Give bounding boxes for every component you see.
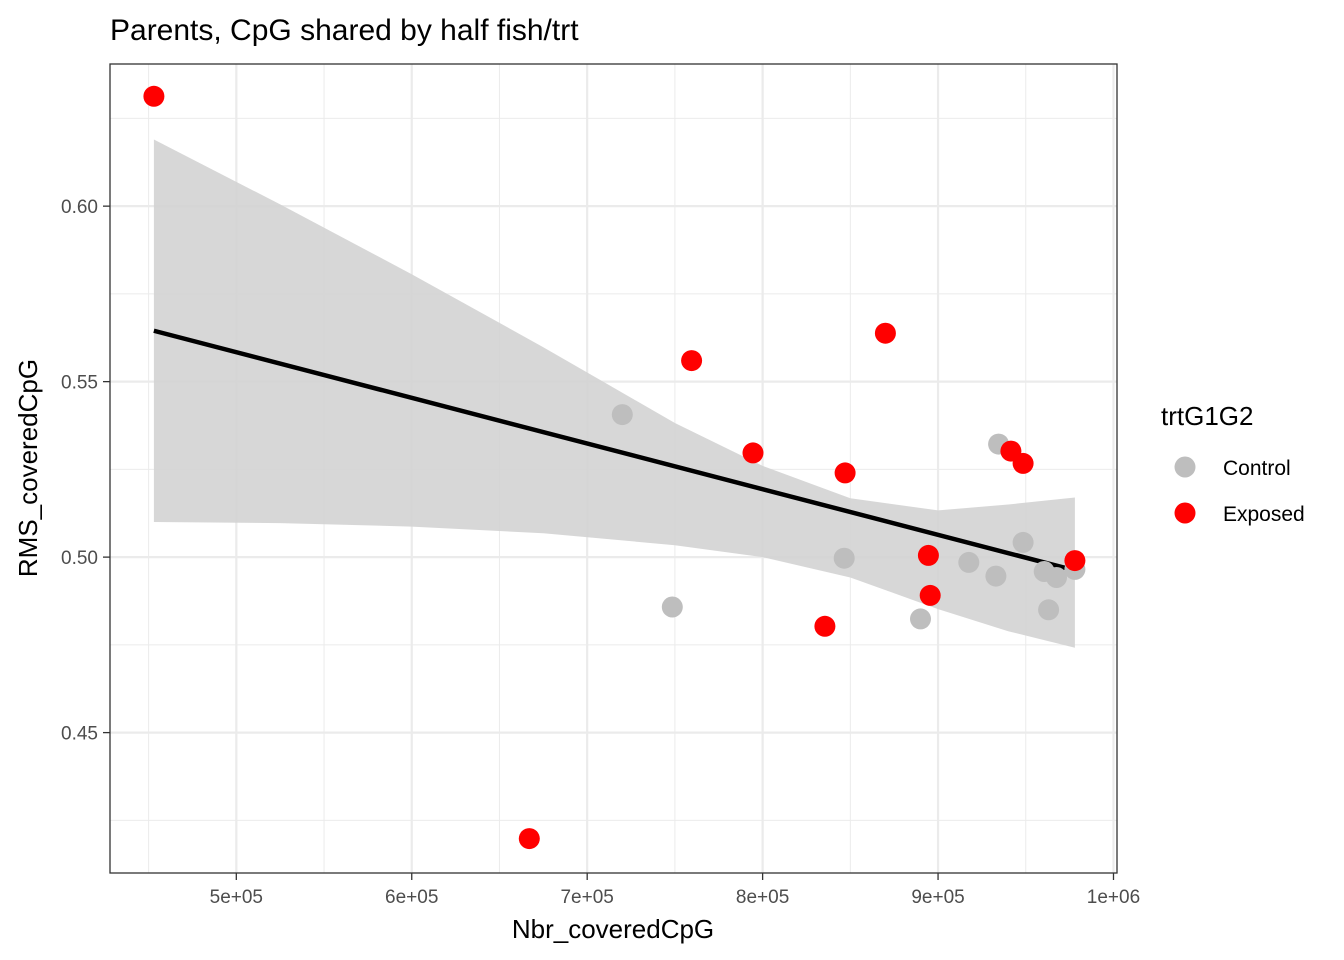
regression-line xyxy=(153,328,1076,573)
x-tick-label: 1e+06 xyxy=(1087,887,1140,908)
data-point-control xyxy=(833,547,855,569)
x-axis-title: Nbr_coveredCpG xyxy=(512,914,714,944)
plot-border xyxy=(109,63,1118,874)
y-tick-label: 0.45 xyxy=(61,724,98,745)
x-tick-label: 7e+05 xyxy=(560,887,613,908)
data-point-exposed xyxy=(143,85,165,107)
legend-title: trtG1G2 xyxy=(1161,401,1253,431)
data-point-control xyxy=(1012,531,1034,553)
legend-label-control: Control xyxy=(1223,457,1291,480)
data-point-control xyxy=(985,565,1007,587)
data-point-exposed xyxy=(917,544,939,566)
x-tick-label: 6e+05 xyxy=(385,887,438,908)
data-point-exposed xyxy=(814,615,836,637)
x-tick-label: 5e+05 xyxy=(210,887,263,908)
x-tick-label: 8e+05 xyxy=(736,887,789,908)
y-axis-ticks: 0.45 0.50 0.55 0.60 xyxy=(61,197,110,745)
data-point-exposed xyxy=(874,322,896,344)
data-point-exposed xyxy=(518,828,540,850)
data-point-control xyxy=(910,608,931,630)
data-point-exposed xyxy=(1064,550,1086,572)
data-point-control xyxy=(1046,567,1067,588)
data-point-exposed xyxy=(919,584,941,606)
legend-key-exposed xyxy=(1174,502,1196,524)
data-point-exposed xyxy=(742,442,764,464)
chart-title: Parents, CpG shared by half fish/trt xyxy=(110,14,579,47)
y-tick-label: 0.50 xyxy=(61,548,98,569)
data-point-control xyxy=(958,551,980,573)
data-point-control xyxy=(611,404,633,426)
data-point-exposed xyxy=(834,462,856,484)
data-point-exposed xyxy=(681,350,703,372)
y-tick-label: 0.60 xyxy=(61,197,98,218)
data-point-control xyxy=(1038,599,1060,621)
x-tick-label: 9e+05 xyxy=(911,887,964,908)
legend-key-control xyxy=(1174,456,1196,478)
confidence-ribbon xyxy=(153,139,1075,648)
y-tick-label: 0.55 xyxy=(61,373,98,394)
legend: trtG1G2 Control Exposed xyxy=(1161,401,1305,526)
data-point-control xyxy=(661,596,683,618)
data-point-exposed xyxy=(1012,452,1034,474)
x-axis-ticks: 5e+05 6e+05 7e+05 8e+05 9e+05 1e+06 xyxy=(210,873,1140,908)
legend-label-exposed: Exposed xyxy=(1223,503,1305,526)
y-axis-title: RMS_coveredCpG xyxy=(13,359,43,577)
data-points xyxy=(143,85,1086,850)
